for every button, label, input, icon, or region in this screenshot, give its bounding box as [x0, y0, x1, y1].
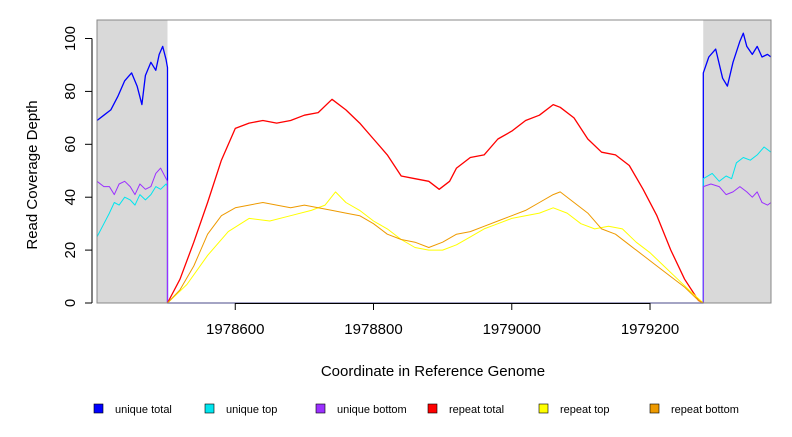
- series-line-unique-bottom: [96, 167, 772, 304]
- plot-frame: [96, 19, 772, 304]
- series-line-unique-top: [96, 146, 772, 304]
- legend-label: unique total: [115, 404, 172, 416]
- legend-swatch: [315, 403, 326, 414]
- legend-label: unique bottom: [337, 404, 407, 416]
- legend-item-repeat-total: repeat total: [427, 403, 504, 416]
- series-line-repeat-bottom: [167, 191, 704, 304]
- series-line-unique-total: [96, 32, 772, 304]
- y-tick-label: 40: [62, 189, 79, 206]
- axes: 0 20 40 60 80 100 1978600 1978800 1979000 1979200: [62, 26, 679, 338]
- legend-label: unique top: [226, 404, 277, 416]
- legend-swatch: [538, 403, 549, 414]
- series-line-repeat-top: [167, 191, 704, 304]
- y-tick-label: 0: [62, 299, 79, 307]
- y-axis-label: Read Coverage Depth: [24, 100, 41, 249]
- legend-swatch: [204, 403, 215, 414]
- legend-item-unique-top: unique top: [204, 403, 277, 416]
- legend-item-repeat-bottom: repeat bottom: [649, 403, 739, 416]
- legend-swatch: [649, 403, 660, 414]
- y-tick-label: 100: [62, 26, 79, 51]
- shaded-region-2: [703, 20, 771, 303]
- shaded-region-1: [97, 20, 168, 303]
- legend-label: repeat top: [560, 404, 610, 416]
- legend-swatch: [93, 403, 104, 414]
- y-tick-label: 60: [62, 136, 79, 153]
- x-axis-label: Coordinate in Reference Genome: [321, 363, 545, 380]
- shaded-regions: [97, 20, 771, 303]
- legend: unique total unique top unique bottom repea…: [93, 403, 739, 416]
- series-line-repeat-total: [166, 98, 704, 304]
- legend-swatch: [427, 403, 438, 414]
- legend-item-repeat-top: repeat top: [538, 403, 610, 416]
- x-tick-label: 1979000: [483, 321, 541, 338]
- y-tick-label: 20: [62, 242, 79, 259]
- legend-label: repeat total: [449, 404, 504, 416]
- legend-item-unique-bottom: unique bottom: [315, 403, 407, 416]
- legend-item-unique-total: unique total: [93, 403, 172, 416]
- series-layer: [96, 32, 772, 304]
- x-tick-label: 1978600: [206, 321, 264, 338]
- legend-label: repeat bottom: [671, 404, 739, 416]
- x-tick-label: 1979200: [621, 321, 679, 338]
- x-tick-label: 1978800: [344, 321, 402, 338]
- y-tick-label: 80: [62, 83, 79, 100]
